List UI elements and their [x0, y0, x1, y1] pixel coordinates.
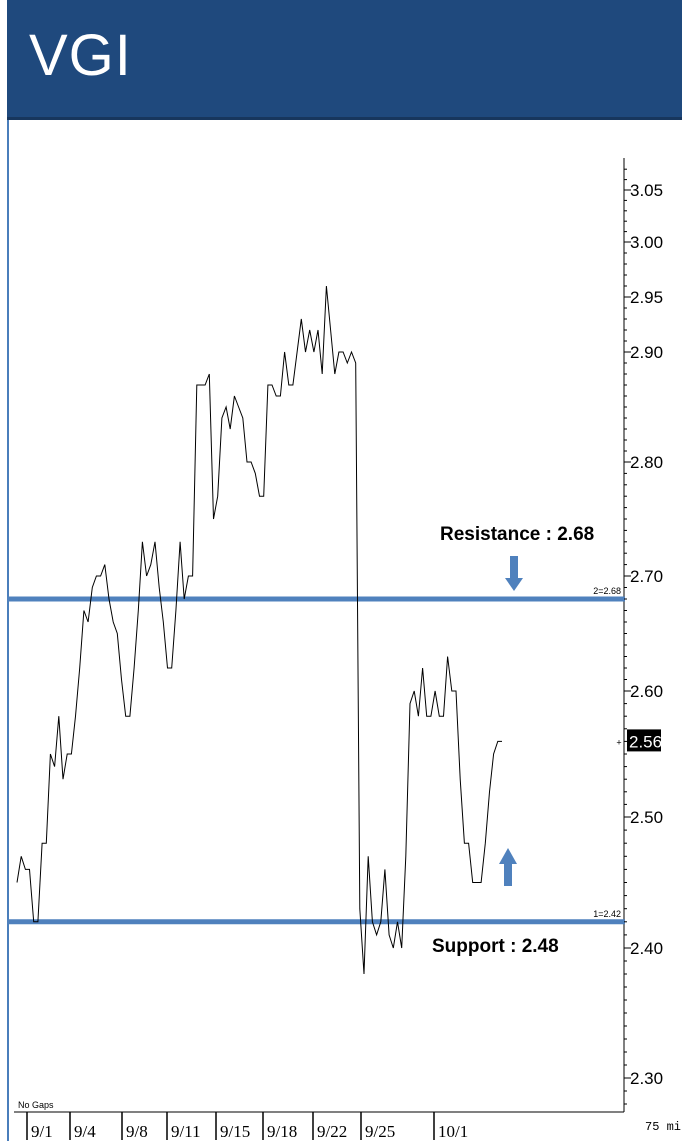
x-tick-label: 10/1	[438, 1122, 468, 1141]
x-tick-label: 9/15	[220, 1122, 250, 1141]
reference-line-label-1: 2=2.68	[593, 586, 621, 596]
y-tick-label: 2.70	[630, 567, 663, 586]
x-tick-label: 9/18	[267, 1122, 297, 1141]
y-tick-label: 3.05	[630, 181, 663, 200]
x-tick-label: 9/1	[31, 1122, 53, 1141]
gaps-label: No Gaps	[18, 1100, 54, 1110]
y-tick-label: 2.80	[630, 453, 663, 472]
y-tick-label: 2.60	[630, 682, 663, 701]
x-tick-label: 9/25	[365, 1122, 395, 1141]
x-tick-label: 9/8	[126, 1122, 148, 1141]
x-tick-label: 9/22	[317, 1122, 347, 1141]
resistance-annotation: Resistance : 2.68	[440, 524, 594, 545]
support-annotation: Support : 2.48	[432, 936, 559, 957]
support-arrow-icon	[499, 848, 517, 886]
reference-line-label-2: 1=2.42	[593, 909, 621, 919]
y-tick-label: 3.00	[630, 233, 663, 252]
x-tick-label: 9/4	[74, 1122, 96, 1141]
x-tick-label: 9/11	[171, 1122, 201, 1141]
y-tick-label: 2.90	[630, 343, 663, 362]
interval-label: 75 min	[645, 1120, 682, 1134]
y-tick-label: 2.30	[630, 1069, 663, 1088]
last-price-label: 2.56	[629, 732, 662, 751]
left-border	[7, 120, 9, 1141]
title-banner: VGI	[7, 0, 682, 120]
chart-title: VGI	[29, 23, 132, 88]
y-tick-label: 2.40	[630, 939, 663, 958]
price-series-line	[16, 285, 502, 975]
y-tick-label: 2.50	[630, 808, 663, 827]
last-price-pointer: +	[616, 737, 621, 747]
resistance-arrow-icon	[505, 556, 523, 591]
y-tick-label: 2.95	[630, 288, 663, 307]
last-price-marker	[627, 729, 661, 752]
